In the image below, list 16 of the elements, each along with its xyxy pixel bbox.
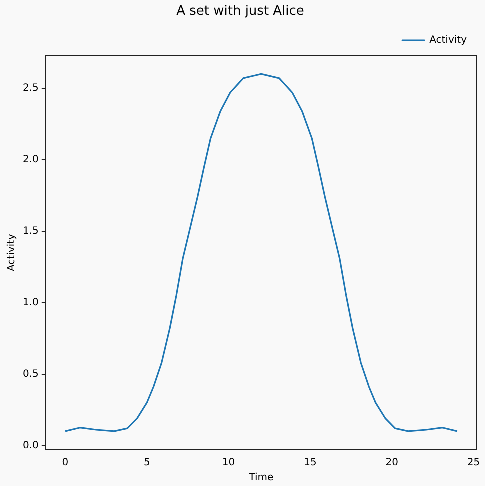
x-tick-label: 15 (304, 458, 317, 469)
x-axis-title: Time (248, 472, 274, 484)
x-tick-label: 25 (467, 458, 480, 469)
y-tick-label: 0.0 (22, 440, 39, 452)
x-tick-label: 20 (386, 458, 398, 469)
legend-label: Activity (430, 35, 468, 46)
x-tick-label: 0 (62, 458, 69, 469)
chart-title: A set with just Alice (176, 4, 304, 20)
x-tick-label: 10 (222, 458, 236, 469)
y-tick-label: 1.0 (22, 297, 39, 308)
y-tick-label: 2.5 (22, 83, 39, 94)
y-tick-label: 1.5 (22, 226, 39, 237)
y-axis-title: Activity (6, 234, 18, 272)
y-tick-label: 2.0 (22, 154, 39, 166)
y-tick-label: 0.5 (22, 368, 39, 380)
x-tick-label: 5 (144, 458, 150, 469)
